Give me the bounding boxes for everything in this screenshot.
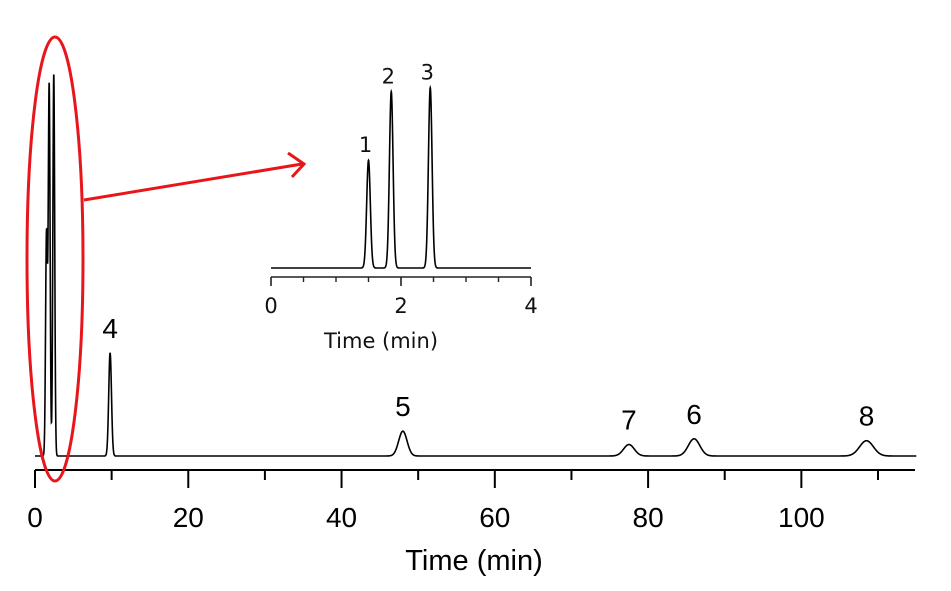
- main-x-ticks: [34, 470, 879, 488]
- main-plot: 0 20 40 60 80 100 45 7 6 8 Time (min): [27, 74, 917, 577]
- inset-x-tick-labels: 0 2 4: [264, 294, 537, 318]
- main-peak-label: 7: [621, 405, 637, 436]
- main-peak-label: 5: [395, 391, 411, 422]
- zoom-highlight: [25, 35, 307, 483]
- zoom-arrow-head: [287, 151, 307, 179]
- main-x-axis-title: Time (min): [405, 545, 542, 577]
- inset-chromatogram-trace: [271, 84, 531, 269]
- inset-peak-label: 2: [382, 65, 395, 89]
- main-x-tick-label: 60: [479, 502, 510, 533]
- highlight-ellipse: [25, 35, 85, 483]
- main-chromatogram-trace: [35, 74, 917, 457]
- main-peak-label: 4: [102, 313, 118, 344]
- main-x-tick-labels: 0 20 40 60 80 100: [27, 502, 825, 533]
- inset-peak-label: 3: [421, 61, 434, 85]
- zoom-arrow-line: [83, 162, 303, 202]
- main-x-tick-label: 20: [173, 502, 204, 533]
- main-peak-label: 6: [686, 399, 702, 430]
- inset-x-tick-label: 4: [524, 294, 537, 318]
- inset-x-tick-label: 2: [394, 294, 407, 318]
- inset-peak-labels: 1 2 3: [359, 61, 434, 158]
- inset-x-tick-label: 0: [264, 294, 277, 318]
- main-x-tick-label: 40: [326, 502, 357, 533]
- main-x-tick-label: 0: [27, 502, 43, 533]
- inset-peak-label: 1: [359, 133, 372, 157]
- main-x-tick-label: 80: [633, 502, 664, 533]
- inset-x-ticks: [270, 277, 532, 286]
- inset-x-axis-title: Time (min): [323, 329, 438, 353]
- main-peak-labels: 4 5 7 6 8: [102, 313, 874, 436]
- main-x-tick-label: 100: [778, 502, 825, 533]
- inset-plot: 0 2 4 1 2 3 Time (min): [264, 61, 537, 353]
- main-peak-label: 8: [859, 401, 875, 432]
